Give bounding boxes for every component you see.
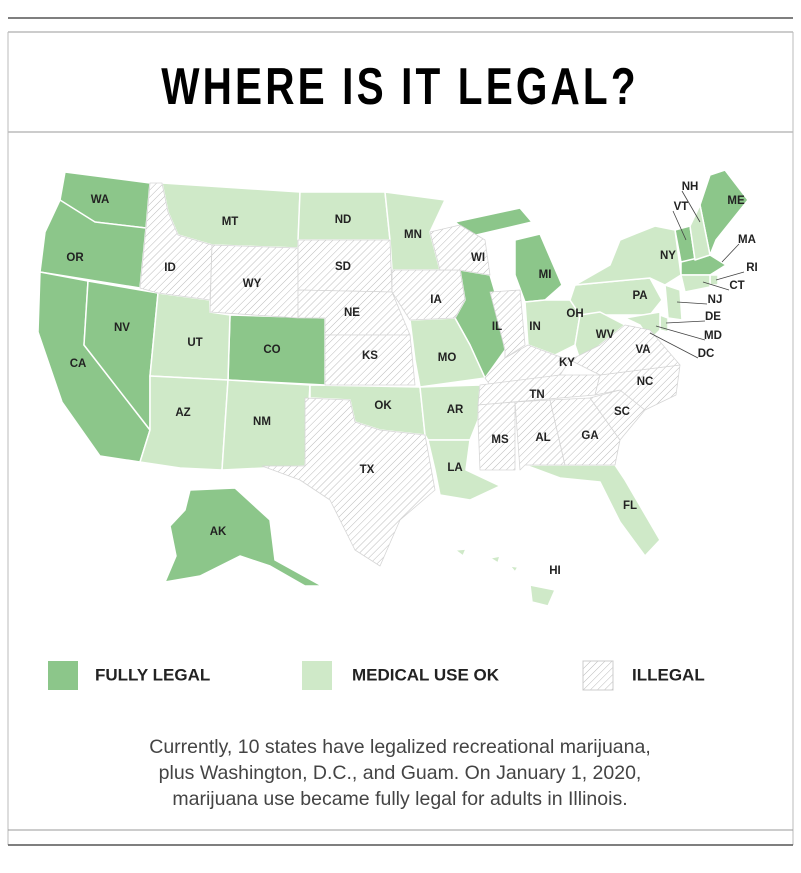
state-label: OK [374, 400, 392, 412]
state-shape [524, 464, 661, 557]
state-label: CO [263, 344, 280, 356]
state-label: LA [447, 462, 462, 474]
state-label: GA [581, 430, 598, 442]
state-label: MT [222, 216, 239, 228]
state-label: DC [698, 348, 715, 360]
leader-line [676, 301, 708, 305]
state-shapes [37, 169, 749, 607]
state-label: MS [491, 434, 509, 446]
leader-line [681, 190, 701, 223]
state-label: ME [727, 195, 745, 207]
state-label: MA [738, 234, 756, 246]
state-shape [261, 397, 436, 567]
caption-line: marijuana use became fully legal for adu… [172, 788, 627, 810]
state-shape [427, 439, 501, 501]
state-label: AL [535, 432, 550, 444]
state-label: KS [362, 350, 378, 362]
state-label: UT [187, 337, 202, 349]
legend-label: ILLEGAL [632, 665, 705, 684]
state-label: IL [492, 321, 502, 333]
state-shape [324, 334, 416, 386]
state-label: AZ [175, 407, 190, 419]
state-label: ID [164, 262, 176, 274]
leader-line [665, 320, 706, 324]
state-shape [529, 584, 556, 607]
state-shape [477, 401, 516, 471]
leader-line [715, 271, 745, 281]
state-label: IN [529, 321, 541, 333]
state-label: AK [210, 526, 227, 538]
state-label: MO [438, 352, 457, 364]
state-label: VT [674, 201, 689, 213]
legend-swatch [48, 661, 78, 690]
state-label: OR [66, 252, 84, 264]
state-label: NV [114, 322, 130, 334]
state-label: NC [637, 376, 654, 388]
state-label: AR [447, 404, 464, 416]
state-shape [509, 565, 519, 573]
state-shape [429, 224, 491, 276]
state-label: RI [746, 262, 758, 274]
state-label: CA [70, 358, 87, 370]
state-shape [139, 375, 229, 471]
leader-line [672, 210, 687, 241]
leader-line [655, 325, 706, 341]
legend-label: MEDICAL USE OK [352, 665, 500, 684]
leader-line [702, 281, 730, 291]
legend-label: FULLY LEGAL [95, 665, 210, 684]
state-label: WV [596, 329, 615, 341]
state-label: NE [344, 307, 360, 319]
state-label: SC [614, 406, 630, 418]
state-label: IA [430, 294, 442, 306]
state-shape [164, 487, 323, 587]
state-label: NJ [708, 294, 723, 306]
state-label: VA [635, 344, 650, 356]
leader-line [649, 332, 699, 359]
state-shape [569, 324, 681, 376]
state-shape [454, 548, 467, 557]
state-label: MN [404, 229, 422, 241]
state-label: NY [660, 250, 676, 262]
state-label: MD [704, 330, 722, 342]
state-label: FL [623, 500, 637, 512]
state-shape [489, 555, 501, 564]
state-label: TN [529, 389, 544, 401]
state-shape [574, 225, 682, 286]
state-label: HI [549, 565, 561, 577]
caption-line: plus Washington, D.C., and Guam. On Janu… [159, 762, 642, 784]
state-shape [514, 399, 566, 471]
state-label: WA [91, 194, 110, 206]
state-shape [664, 284, 683, 321]
caption-line: Currently, 10 states have legalized recr… [149, 736, 651, 758]
state-label: TX [360, 464, 375, 476]
state-label: WI [471, 252, 485, 264]
state-label: DE [705, 311, 721, 323]
state-shape [680, 274, 711, 293]
state-label: SD [335, 261, 351, 273]
legend-swatch [582, 660, 614, 691]
state-label: MI [539, 269, 552, 281]
state-shape [489, 289, 526, 359]
state-shape [689, 204, 711, 261]
legend-swatch [302, 661, 332, 690]
state-label: PA [632, 290, 647, 302]
state-shape [514, 233, 563, 303]
state-label: OH [566, 308, 583, 320]
state-label: NH [682, 181, 699, 193]
state-label: WY [243, 278, 262, 290]
state-label: ND [335, 214, 352, 226]
state-label: NM [253, 416, 271, 428]
title: WHERE IS IT LEGAL? [161, 57, 638, 115]
state-label: KY [559, 357, 575, 369]
state-labels: WA OR CA NV CO MI IL VT ME MA DC AK MT ND MN UT AZ NM OK MO… [66, 181, 757, 577]
legend: FULLY LEGAL MEDICAL USE OK ILLEGAL [48, 660, 705, 691]
state-label: CT [729, 280, 744, 292]
state-shape [391, 269, 466, 321]
leader-line [721, 243, 740, 263]
state-shape [549, 397, 621, 466]
